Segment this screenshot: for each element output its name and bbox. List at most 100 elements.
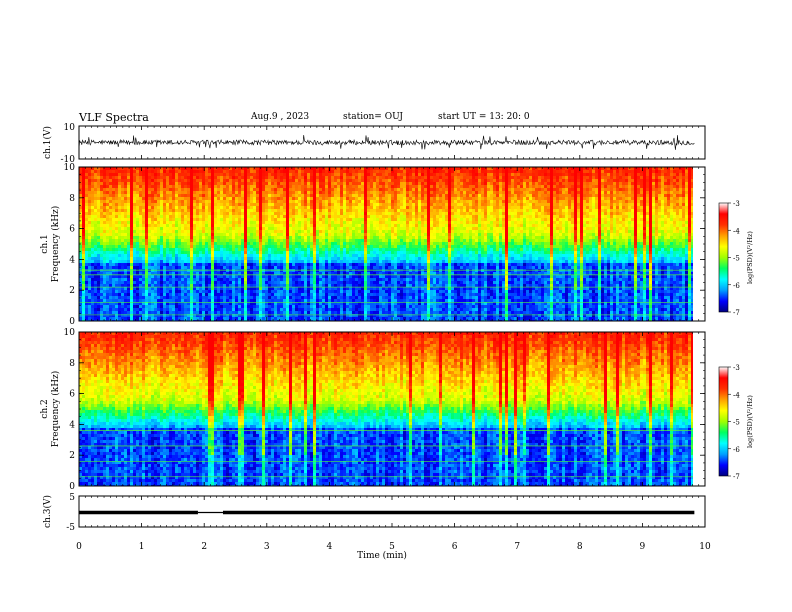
spectrogram-cell — [268, 290, 272, 294]
spectrogram-cell — [262, 257, 266, 261]
spectrogram-cell — [265, 305, 269, 309]
spectrogram-cell — [352, 176, 356, 180]
spectrogram-cell — [118, 191, 122, 195]
spectrogram-cell — [268, 281, 272, 285]
spectrogram-cell — [331, 254, 335, 258]
spectrogram-cell — [298, 212, 302, 216]
spectrogram-cell — [106, 233, 110, 237]
spectrogram-cell — [181, 287, 185, 291]
spectrogram-cell — [232, 182, 236, 186]
spectrogram-cell — [139, 272, 143, 276]
spectrogram-cell — [115, 269, 119, 273]
spectrogram-cell — [268, 185, 272, 189]
spectrogram-cell — [310, 293, 314, 297]
spectrogram-cell — [127, 266, 131, 270]
spectrogram-cell — [280, 317, 284, 321]
spectrogram-cell — [262, 203, 266, 207]
spectrogram-cell — [328, 302, 332, 306]
spectrogram-cell — [112, 212, 116, 216]
spectrogram-cell — [175, 281, 179, 285]
spectrogram-cell — [277, 218, 281, 222]
spectrogram-cell — [244, 275, 248, 279]
spectrogram-cell — [256, 188, 260, 192]
spectrogram-cell — [202, 281, 206, 285]
spectrogram-cell — [253, 221, 257, 225]
spectrogram-cell — [349, 173, 353, 177]
spectrogram-cell — [220, 170, 224, 174]
spectrogram-cell — [343, 257, 347, 261]
spectrogram-cell — [85, 311, 89, 315]
spectrogram-cell — [289, 227, 293, 231]
spectrogram-cell — [352, 278, 356, 282]
spectrogram-cell — [280, 179, 284, 183]
spectrogram-cell — [151, 239, 155, 243]
spectrogram-cell — [289, 218, 293, 222]
spectrogram-cell — [283, 245, 287, 249]
spectrogram-cell — [319, 179, 323, 183]
spectrogram-cell — [160, 284, 164, 288]
spectrogram-cell — [109, 311, 113, 315]
spectrogram-cell — [220, 302, 224, 306]
spectrogram-cell — [250, 248, 254, 252]
spectrogram-cell — [325, 257, 329, 261]
spectrogram-cell — [223, 278, 227, 282]
spectrogram-cell — [334, 260, 338, 264]
spectrogram-cell — [307, 236, 311, 240]
spectrogram-cell — [142, 263, 146, 267]
spectrogram-cell — [124, 293, 128, 297]
spectrogram-cell — [244, 173, 248, 177]
spectrogram-cell — [340, 287, 344, 291]
spectrogram-cell — [346, 236, 350, 240]
spectrogram-cell — [160, 215, 164, 219]
spectrogram-cell — [322, 191, 326, 195]
spectrogram-cell — [160, 167, 164, 171]
spectrogram-cell — [127, 242, 131, 246]
spectrogram-cell — [151, 290, 155, 294]
spectrogram-cell — [88, 290, 92, 294]
spectrogram-cell — [301, 227, 305, 231]
spectrogram-cell — [298, 200, 302, 204]
spectrogram-cell — [286, 311, 290, 315]
spectrogram-cell — [340, 251, 344, 255]
spectrogram-cell — [313, 299, 317, 303]
spectrogram-cell — [235, 167, 239, 171]
spectrogram-cell — [190, 296, 194, 300]
spectrogram-cell — [319, 281, 323, 285]
spectrogram-cell — [325, 269, 329, 273]
spectrogram-cell — [337, 209, 341, 213]
spectrogram-cell — [211, 293, 215, 297]
spectrogram-cell — [328, 248, 332, 252]
spectrogram-cell — [115, 287, 119, 291]
spectrogram-cell — [196, 308, 200, 312]
spectrogram-cell — [121, 236, 125, 240]
spectrogram-cell — [331, 227, 335, 231]
spectrogram-cell — [196, 191, 200, 195]
spectrogram-cell — [313, 212, 317, 216]
spectrogram-cell — [235, 290, 239, 294]
spectrogram-cell — [241, 203, 245, 207]
spectrogram-cell — [262, 296, 266, 300]
spectrogram-cell — [217, 236, 221, 240]
spectrogram-cell — [346, 203, 350, 207]
spectrogram-cell — [220, 215, 224, 219]
spectrogram-cell — [136, 293, 140, 297]
spectrogram-cell — [193, 308, 197, 312]
spectrogram-cell — [130, 281, 134, 285]
spectrogram-cell — [169, 176, 173, 180]
spectrogram-cell — [211, 266, 215, 270]
spectrogram-cell — [232, 287, 236, 291]
spectrogram-cell — [352, 263, 356, 267]
spectrogram-cell — [175, 272, 179, 276]
spectrogram-cell — [232, 308, 236, 312]
spectrogram-cell — [199, 272, 203, 276]
spectrogram-cell — [214, 215, 218, 219]
spectrogram-cell — [148, 176, 152, 180]
spectrogram-cell — [301, 278, 305, 282]
spectrogram-cell — [277, 173, 281, 177]
spectrogram-cell — [304, 296, 308, 300]
spectrogram-cell — [223, 194, 227, 198]
spectrogram-cell — [154, 206, 158, 210]
spectrogram-cell — [331, 284, 335, 288]
spectrogram-cell — [322, 203, 326, 207]
spectrogram-cell — [298, 293, 302, 297]
